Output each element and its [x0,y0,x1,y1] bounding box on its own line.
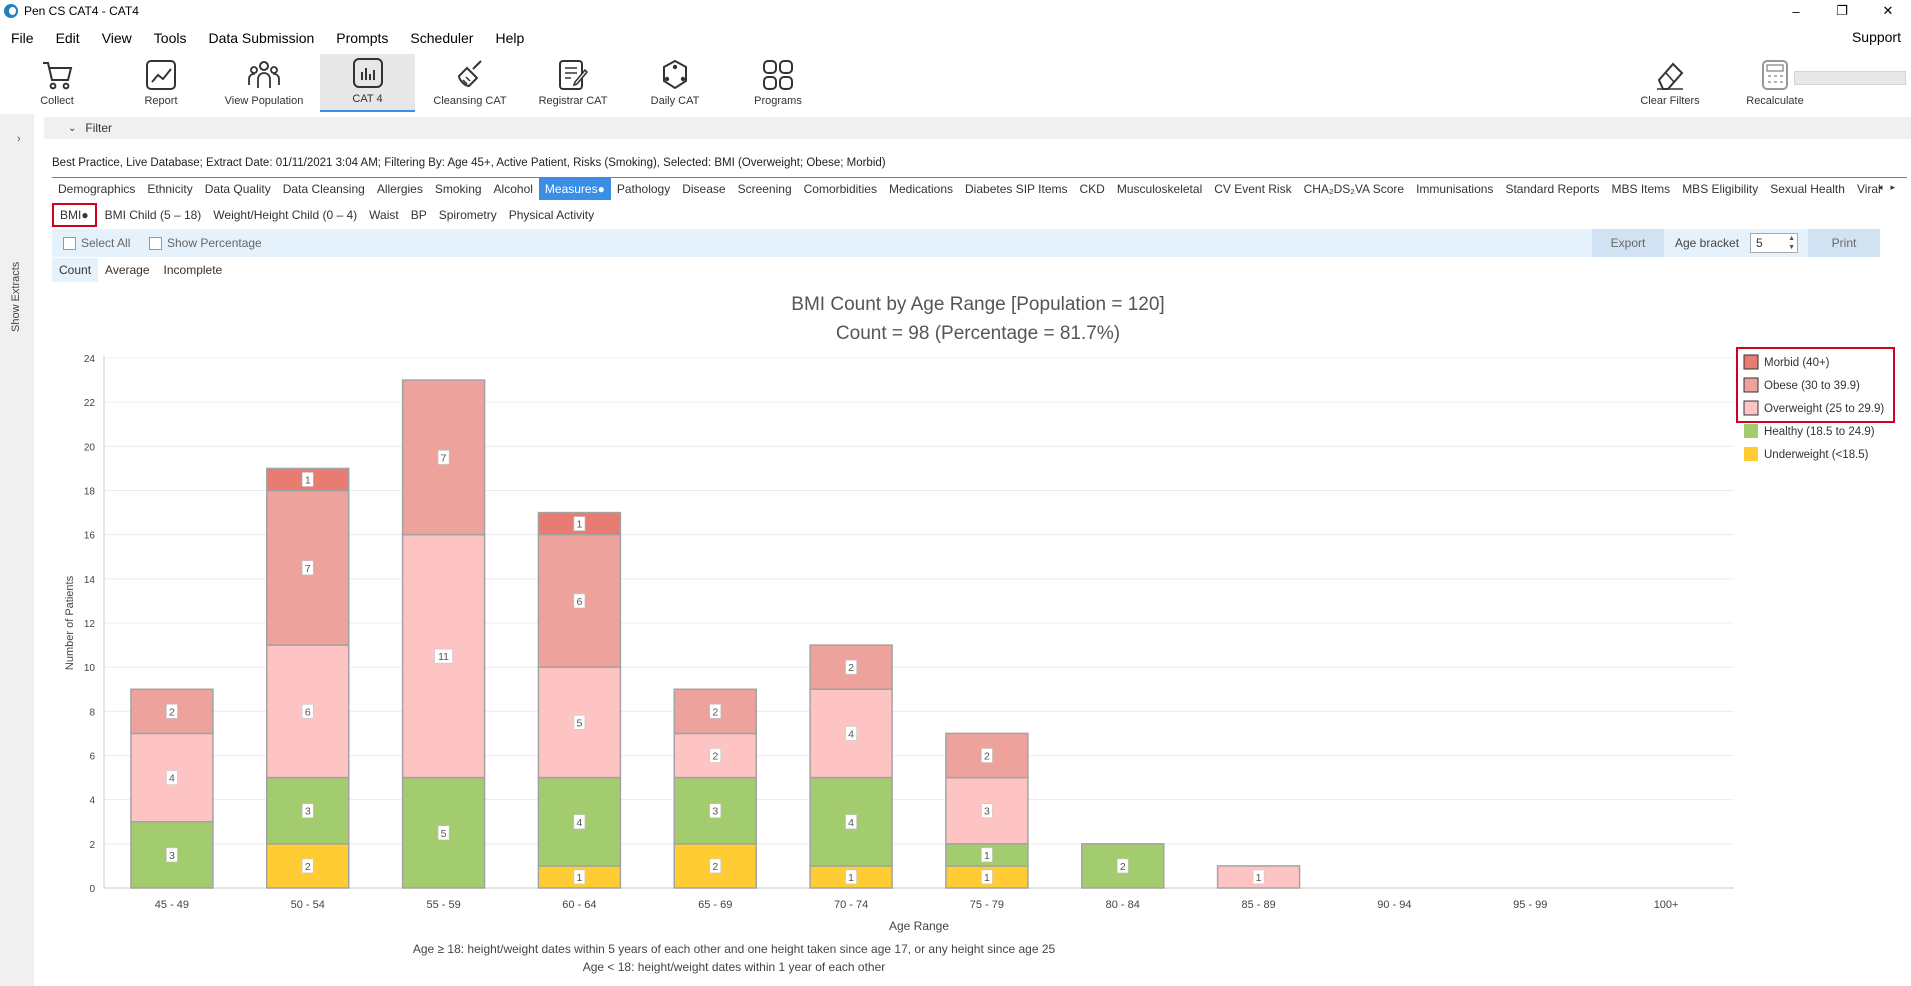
data-label: 1 [984,872,990,884]
data-label: 3 [169,850,175,862]
legend-swatch[interactable] [1744,424,1758,438]
data-label: 7 [441,452,447,464]
data-label: 5 [576,717,582,729]
x-tick-label: 80 - 84 [1106,899,1140,911]
y-tick-label: 4 [89,796,95,807]
y-tick-label: 16 [84,531,96,542]
data-label: 7 [305,563,311,575]
legend-swatch[interactable] [1744,401,1758,415]
data-label: 6 [305,706,311,718]
x-tick-label: 70 - 74 [834,899,868,911]
x-axis-label: Age Range [889,919,949,933]
x-tick-label: 90 - 94 [1377,899,1411,911]
data-label: 1 [984,850,990,862]
data-label: 3 [984,806,990,818]
chart-title: BMI Count by Age Range [Population = 120… [791,294,1164,315]
data-label: 5 [441,828,447,840]
data-label: 1 [848,872,854,884]
y-tick-label: 24 [84,354,96,365]
y-tick-label: 18 [84,487,96,498]
data-label: 4 [576,817,582,829]
x-tick-label: 60 - 64 [562,899,596,911]
bmi-stacked-bar-chart: BMI Count by Age Range [Population = 120… [0,0,1911,986]
y-tick-label: 6 [89,752,95,763]
legend-label[interactable]: Overweight (25 to 29.9) [1764,403,1884,415]
data-label: 1 [1256,872,1262,884]
x-tick-label: 75 - 79 [970,899,1004,911]
y-tick-label: 12 [84,619,96,630]
chart-subtitle: Count = 98 (Percentage = 81.7%) [836,323,1120,344]
data-label: 4 [169,773,175,785]
data-label: 11 [438,651,449,663]
legend-swatch[interactable] [1744,378,1758,392]
x-tick-label: 55 - 59 [426,899,460,911]
data-label: 2 [984,751,990,763]
legend-label[interactable]: Underweight (<18.5) [1764,449,1869,461]
x-tick-label: 95 - 99 [1513,899,1547,911]
data-label: 4 [848,728,854,740]
y-tick-label: 10 [84,663,96,674]
chart-legend[interactable]: Morbid (40+) Obese (30 to 39.9) Overweight… [1737,348,1894,461]
x-tick-label: 85 - 89 [1241,899,1275,911]
data-label: 2 [712,751,718,763]
footnote-child: Age < 18: height/weight dates within 1 y… [0,960,1468,974]
x-tick-label: 100+ [1654,899,1679,911]
y-tick-label: 2 [89,840,95,851]
x-tick-label: 50 - 54 [291,899,325,911]
y-tick-label: 0 [89,884,95,895]
data-label: 2 [712,861,718,873]
data-label: 1 [576,519,582,531]
data-label: 6 [576,596,582,608]
data-label: 3 [305,806,311,818]
y-tick-label: 20 [84,442,96,453]
data-label: 2 [169,706,175,718]
legend-swatch[interactable] [1744,447,1758,461]
data-label: 2 [848,662,854,674]
legend-swatch[interactable] [1744,355,1758,369]
y-axis-label: Number of Patients [64,575,76,670]
legend-label[interactable]: Morbid (40+) [1764,357,1830,369]
legend-label[interactable]: Healthy (18.5 to 24.9) [1764,426,1875,438]
data-label: 2 [712,706,718,718]
data-label: 4 [848,817,854,829]
data-label: 1 [305,474,311,486]
y-tick-label: 22 [84,398,96,409]
data-label: 2 [1120,861,1126,873]
data-label: 3 [712,806,718,818]
y-tick-label: 8 [89,707,95,718]
legend-label[interactable]: Obese (30 to 39.9) [1764,380,1860,392]
data-label: 1 [576,872,582,884]
x-tick-label: 45 - 49 [155,899,189,911]
y-tick-label: 14 [84,575,96,586]
footnote-adult: Age ≥ 18: height/weight dates within 5 y… [0,942,1468,956]
x-tick-label: 65 - 69 [698,899,732,911]
data-label: 2 [305,861,311,873]
